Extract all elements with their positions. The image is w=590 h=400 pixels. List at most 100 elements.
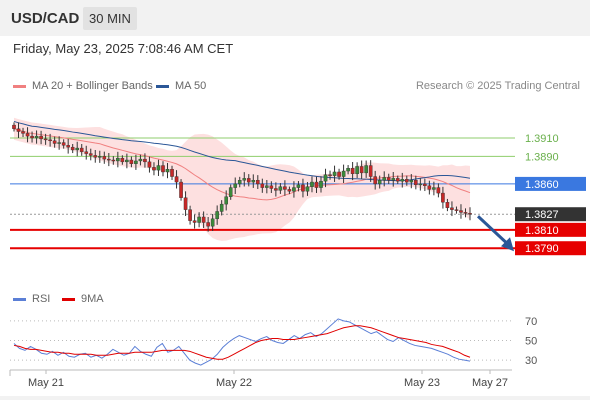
candle-12 bbox=[66, 138, 70, 154]
candle-body bbox=[319, 180, 323, 188]
candle-61 bbox=[287, 186, 292, 195]
rsi-ma-label: 9MA bbox=[81, 293, 104, 305]
candle-body bbox=[129, 159, 134, 164]
rsi-ma-line bbox=[13, 325, 471, 360]
candle-body bbox=[400, 179, 405, 182]
candle-10 bbox=[57, 136, 61, 150]
candle-body bbox=[75, 147, 80, 151]
candle-body bbox=[423, 183, 427, 186]
candle-body bbox=[116, 157, 120, 162]
candle-body bbox=[341, 170, 346, 177]
x-tick-label-1: May 22 bbox=[216, 377, 252, 389]
candle-body bbox=[305, 186, 310, 192]
candle-51 bbox=[242, 172, 247, 187]
candle-body bbox=[454, 209, 459, 211]
candle-body bbox=[79, 147, 84, 152]
candle-body bbox=[242, 178, 247, 181]
level-label-box-3 bbox=[515, 207, 586, 222]
candle-body bbox=[12, 124, 16, 129]
candle-body bbox=[391, 178, 396, 181]
legend-rsi-ma: 9MA bbox=[62, 293, 104, 305]
candle-body bbox=[147, 161, 152, 168]
candle-body bbox=[219, 203, 224, 212]
candle-body bbox=[278, 186, 283, 191]
candle-body bbox=[310, 181, 314, 187]
candle-body bbox=[134, 160, 138, 164]
rsi-label: RSI bbox=[32, 293, 51, 305]
candle-87 bbox=[404, 175, 409, 186]
candle-93 bbox=[432, 181, 436, 196]
candle-5 bbox=[34, 130, 39, 144]
candle-body bbox=[441, 192, 445, 203]
candle-body bbox=[359, 166, 364, 174]
candle-27 bbox=[134, 154, 138, 170]
candle-100 bbox=[463, 208, 468, 218]
ma20-line bbox=[13, 128, 471, 201]
candle-13 bbox=[70, 144, 75, 154]
candle-body bbox=[179, 181, 183, 198]
x-tick-label-3: May 27 bbox=[472, 377, 508, 389]
ma50-line bbox=[13, 120, 471, 182]
candle-body bbox=[61, 142, 66, 146]
forecast-arrow-head bbox=[501, 237, 514, 252]
candle-8 bbox=[48, 133, 52, 147]
credit-label: Research © 2025 Trading Central bbox=[415, 80, 580, 92]
candle-26 bbox=[129, 156, 134, 168]
candle-32 bbox=[156, 159, 161, 176]
candle-99 bbox=[459, 204, 463, 219]
level-label-3: 1.3827 bbox=[525, 209, 559, 221]
legend-ma50: MA 50 bbox=[156, 80, 206, 92]
legend-ma20: MA 20 + Bollinger Bands bbox=[13, 80, 153, 92]
candle-body bbox=[346, 168, 350, 172]
candle-15 bbox=[79, 143, 84, 156]
header-bar: USD/CAD 30 MIN bbox=[0, 0, 590, 36]
candle-46 bbox=[219, 200, 224, 216]
candle-body bbox=[283, 186, 287, 190]
candle-body bbox=[436, 187, 441, 194]
candle-body bbox=[201, 216, 206, 223]
candle-45 bbox=[215, 205, 219, 225]
candle-53 bbox=[251, 174, 256, 188]
candle-21 bbox=[107, 153, 111, 167]
candle-body bbox=[16, 128, 21, 132]
moving-averages bbox=[13, 120, 471, 201]
candle-body bbox=[427, 185, 432, 190]
candle-body bbox=[125, 159, 129, 163]
ma50-swatch bbox=[156, 84, 169, 88]
candle-80 bbox=[373, 170, 377, 190]
candle-48 bbox=[228, 184, 233, 200]
candle-101 bbox=[468, 207, 472, 221]
timeframe-button[interactable]: 30 MIN bbox=[83, 7, 137, 30]
candle-81 bbox=[377, 175, 382, 189]
rsi-panel: 70 50 30 bbox=[10, 316, 537, 367]
candle-72 bbox=[337, 168, 341, 180]
candle-37 bbox=[179, 179, 183, 201]
candle-body bbox=[382, 177, 387, 181]
candle-78 bbox=[364, 160, 368, 178]
candle-body bbox=[301, 184, 305, 192]
candle-body bbox=[292, 187, 296, 192]
candle-66 bbox=[310, 176, 314, 193]
candle-23 bbox=[116, 151, 120, 168]
candle-84 bbox=[391, 171, 396, 187]
candle-body bbox=[188, 209, 192, 221]
candle-54 bbox=[256, 175, 260, 190]
rsi-ma-swatch bbox=[62, 297, 75, 301]
candle-52 bbox=[246, 174, 251, 187]
candle-body bbox=[377, 180, 382, 185]
candle-body bbox=[287, 189, 292, 192]
candle-83 bbox=[386, 173, 391, 184]
candle-96 bbox=[445, 198, 450, 212]
candle-9 bbox=[52, 136, 57, 148]
candle-98 bbox=[454, 206, 459, 214]
candle-47 bbox=[224, 190, 228, 211]
candle-body bbox=[395, 178, 400, 182]
candle-59 bbox=[278, 183, 283, 194]
candles bbox=[12, 122, 472, 232]
candle-73 bbox=[341, 164, 346, 183]
candle-body bbox=[192, 220, 197, 223]
candle-22 bbox=[111, 156, 116, 165]
rsi-tick-0: 70 bbox=[525, 316, 537, 328]
candle-95 bbox=[441, 186, 445, 209]
